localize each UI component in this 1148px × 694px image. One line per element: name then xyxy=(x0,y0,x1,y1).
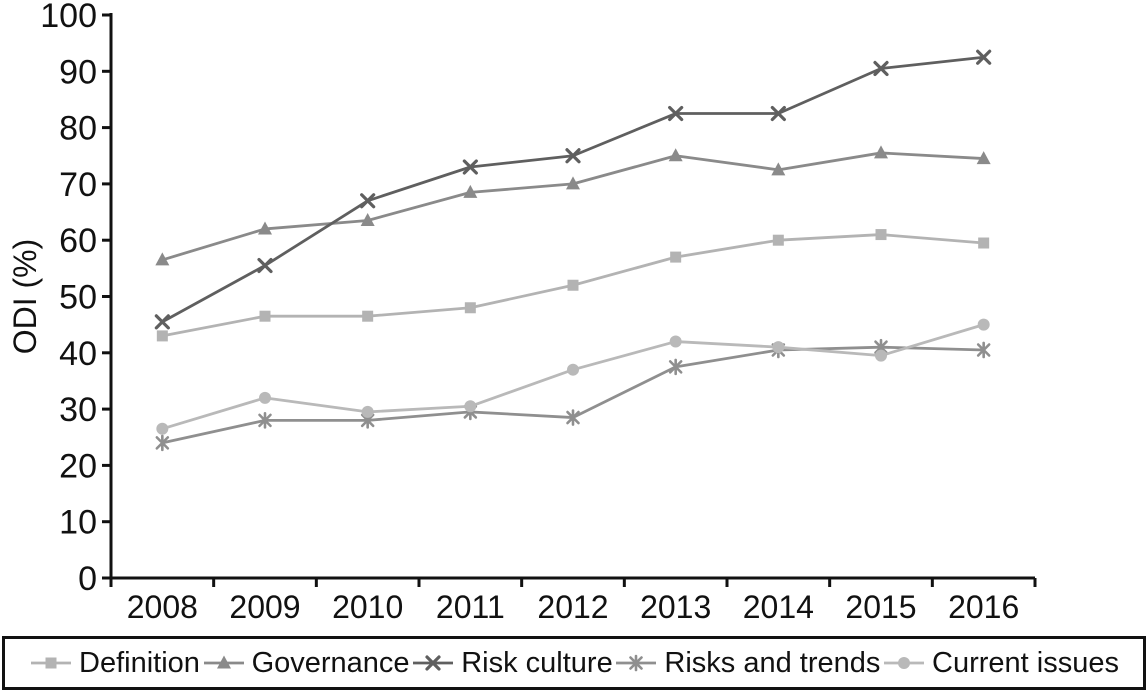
circle-marker-icon xyxy=(361,405,374,418)
series-line xyxy=(161,151,984,262)
y-tick-label: 0 xyxy=(78,560,97,598)
square-marker-icon xyxy=(464,302,476,314)
y-axis-title: ODI (%) xyxy=(7,239,43,355)
legend-label: Current issues xyxy=(932,646,1119,679)
circle-marker-icon xyxy=(259,391,271,404)
x-marker-icon xyxy=(257,257,273,274)
square-marker-icon xyxy=(567,279,579,291)
square-marker-icon xyxy=(259,310,271,322)
triangle-marker-icon xyxy=(566,176,580,190)
y-tick-label: 40 xyxy=(59,335,97,373)
circle-marker-icon xyxy=(898,657,911,669)
x-tick-label: 2014 xyxy=(743,589,814,625)
x-marker-icon xyxy=(770,105,786,122)
asterisk-marker-icon xyxy=(566,409,580,426)
circle-marker-icon xyxy=(669,335,682,348)
legend-marker xyxy=(31,657,71,669)
y-tick-label: 100 xyxy=(40,0,97,35)
y-tick-label: 60 xyxy=(59,222,97,260)
x-marker-icon xyxy=(425,655,441,671)
triangle-marker-icon xyxy=(216,655,231,669)
square-marker-icon xyxy=(978,237,990,249)
series-governance xyxy=(155,145,991,266)
x-tick-label: 2008 xyxy=(127,589,198,625)
series-risks-and-trends xyxy=(155,338,991,452)
y-tick-label: 70 xyxy=(59,166,97,204)
series-definition xyxy=(156,229,990,342)
circle-marker-icon xyxy=(156,422,169,435)
triangle-marker-icon xyxy=(874,145,888,159)
asterisk-marker-icon xyxy=(155,434,170,452)
circle-marker-icon xyxy=(772,341,785,354)
triangle-marker-icon xyxy=(976,151,991,165)
x-marker-icon xyxy=(976,49,992,65)
series-line xyxy=(162,345,984,445)
triangle-marker-icon xyxy=(463,184,478,198)
y-tick-label: 10 xyxy=(59,504,97,542)
y-tick-label: 50 xyxy=(59,279,97,317)
legend-marker xyxy=(413,655,454,671)
triangle-marker-icon xyxy=(258,221,272,235)
triangle-marker-icon xyxy=(360,212,375,226)
series-risk-culture xyxy=(154,49,992,330)
legend-label: Governance xyxy=(251,646,410,679)
square-marker-icon xyxy=(670,251,682,263)
x-marker-icon xyxy=(668,105,684,122)
axes-lines xyxy=(109,13,1035,580)
legend-item-governance: Governance xyxy=(202,646,410,679)
y-tick-label: 90 xyxy=(59,53,97,91)
x-marker-icon xyxy=(565,148,581,164)
x-marker-icon xyxy=(462,159,478,175)
circle-marker-icon xyxy=(977,318,990,331)
square-marker-icon xyxy=(772,234,784,246)
x-tick-label: 2013 xyxy=(640,589,711,625)
legend-marker xyxy=(884,657,925,669)
legend-marker xyxy=(616,654,657,672)
square-marker-icon xyxy=(362,310,374,322)
square-marker-icon xyxy=(45,657,57,669)
legend-label: Definition xyxy=(79,646,200,679)
asterisk-marker-icon xyxy=(976,341,991,359)
x-tick-label: 2009 xyxy=(229,589,300,625)
legend-item-current-issues: Current issues xyxy=(882,646,1119,679)
circle-marker-icon xyxy=(464,400,477,413)
legend-item-risk-culture: Risk culture xyxy=(411,646,613,679)
x-tick-label: 2012 xyxy=(537,589,608,625)
triangle-marker-icon xyxy=(771,162,786,176)
chart-legend: Definition Governance Risk culture Risks an… xyxy=(2,636,1146,690)
x-tick-label: 2016 xyxy=(948,589,1019,625)
asterisk-marker-icon xyxy=(668,358,683,376)
legend-item-definition: Definition xyxy=(29,646,200,679)
triangle-marker-icon xyxy=(668,148,683,162)
x-tick-label: 2011 xyxy=(436,589,505,625)
asterisk-marker-icon xyxy=(629,654,644,672)
triangle-marker-icon xyxy=(155,252,170,266)
series-current-issues xyxy=(156,318,990,435)
asterisk-marker-icon xyxy=(258,412,272,429)
y-tick-label: 80 xyxy=(59,110,97,148)
x-marker-icon xyxy=(873,60,889,77)
square-marker-icon xyxy=(875,229,887,241)
legend-label: Risk culture xyxy=(461,646,613,679)
legend-label: Risks and trends xyxy=(664,646,881,679)
y-tick-label: 30 xyxy=(59,391,97,429)
y-tick-label: 20 xyxy=(59,447,97,485)
x-marker-icon xyxy=(154,314,170,330)
x-tick-label: 2010 xyxy=(332,589,403,625)
circle-marker-icon xyxy=(875,349,887,362)
square-marker-icon xyxy=(156,330,168,342)
legend-item-risks-and-trends: Risks and trends xyxy=(614,646,881,679)
circle-marker-icon xyxy=(567,363,579,376)
x-tick-label: 2015 xyxy=(845,589,916,625)
line-chart-canvas: 0 10 20 30 40 50 60 70 80 90 100 2008 2009 2010 2011 20… xyxy=(7,0,1037,625)
legend-marker xyxy=(203,655,244,669)
x-marker-icon xyxy=(360,193,376,209)
